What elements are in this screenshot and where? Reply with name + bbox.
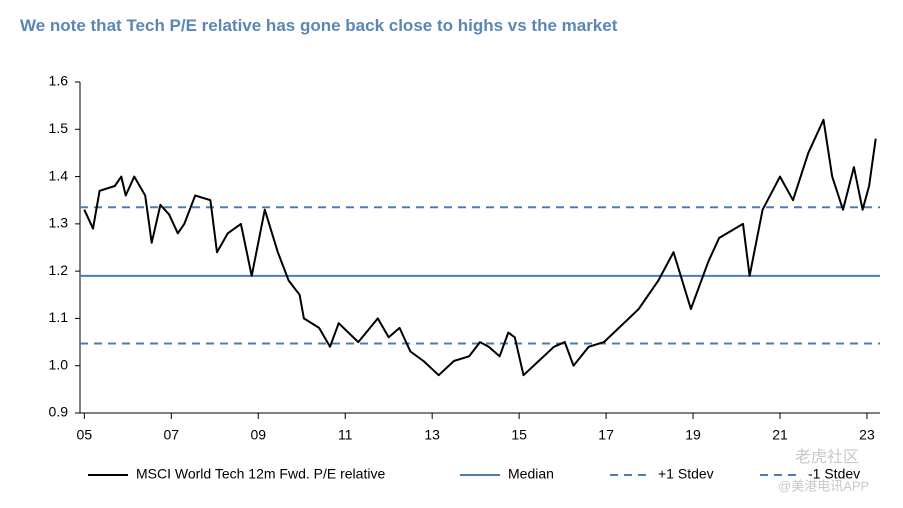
watermark: 老虎社区 [795,448,859,466]
legend-label: Median [508,466,554,482]
y-tick-label: 1.4 [49,167,69,183]
y-tick-label: 1.1 [49,309,69,325]
y-tick-label: 1.2 [49,262,69,278]
y-tick-label: 1.0 [49,356,69,372]
x-tick-label: 13 [424,427,440,443]
x-tick-label: 19 [685,427,701,443]
y-tick-label: 0.9 [49,404,69,420]
x-tick-label: 21 [772,427,788,443]
watermark: @美港电讯APP [778,478,869,493]
legend-label: MSCI World Tech 12m Fwd. P/E relative [136,466,385,482]
y-tick-label: 1.3 [49,215,69,231]
y-tick-label: 1.5 [49,120,69,136]
y-tick-label: 1.6 [49,73,69,89]
chart-title: We note that Tech P/E relative has gone … [20,16,618,35]
x-tick-label: 23 [859,427,875,443]
legend-label: +1 Stdev [658,466,714,482]
x-tick-label: 11 [338,427,353,443]
data-line [83,118,877,377]
x-tick-label: 09 [250,427,266,443]
x-tick-label: 07 [164,427,180,443]
legend-label: -1 Stdev [808,466,860,482]
x-tick-label: 17 [598,427,614,443]
x-tick-label: 15 [511,427,527,443]
x-tick-label: 05 [77,427,93,443]
